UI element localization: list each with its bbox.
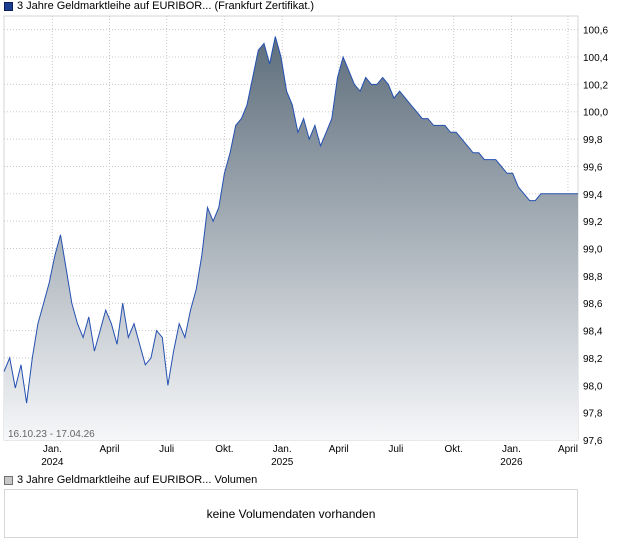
y-tick-label: 98,4 [583,327,603,338]
y-tick-label: 100,6 [583,26,608,37]
x-tick-label: Juli [159,444,174,455]
price-legend-label: 3 Jahre Geldmarktleihe auf EURIBOR... (F… [17,0,315,12]
x-tick-label: Jan. [502,444,521,455]
x-tick-label: April [329,444,349,455]
y-tick-label: 97,8 [583,409,603,420]
y-tick-label: 97,6 [583,436,603,447]
price-legend-swatch [4,2,13,11]
volume-empty-message: keine Volumendaten vorhanden [206,506,376,521]
price-chart: 97,6 97,8 98,0 98,2 98,4 98,6 98,8 99,0 99,2 99,4… [3,15,608,468]
volume-legend: 3 Jahre Geldmarktleihe auf EURIBOR... Vo… [4,474,257,487]
y-tick-label: 100,2 [583,80,608,91]
x-axis-labels: Jan. 2024 April Juli Okt. Jan. 2025 April Juli Ok… [41,444,578,468]
y-tick-label: 100,0 [583,108,608,119]
volume-panel: keine Volumendaten vorhanden [4,489,578,538]
x-year-label: 2024 [41,457,64,468]
y-tick-label: 100,4 [583,53,608,64]
y-tick-label: 98,2 [583,354,603,365]
price-area [4,36,578,440]
x-tick-label: Jan. [43,444,62,455]
x-tick-label: April [99,444,119,455]
y-tick-label: 98,8 [583,272,603,283]
y-tick-label: 99,6 [583,162,603,173]
x-tick-label: Okt. [215,444,233,455]
y-axis-labels: 97,6 97,8 98,0 98,2 98,4 98,6 98,8 99,0 99,2 99,4… [583,26,608,447]
x-tick-label: April [558,444,578,455]
price-legend: 3 Jahre Geldmarktleihe auf EURIBOR... (F… [4,0,314,13]
date-range-label: 16.10.23 - 17.04.26 [8,429,95,440]
volume-legend-label: 3 Jahre Geldmarktleihe auf EURIBOR... Vo… [17,474,258,486]
x-tick-label: Okt. [444,444,462,455]
y-tick-label: 99,8 [583,135,603,146]
x-year-label: 2025 [271,457,294,468]
x-tick-label: Jan. [273,444,292,455]
x-tick-label: Juli [388,444,403,455]
y-tick-label: 99,0 [583,245,603,256]
y-tick-label: 98,6 [583,299,603,310]
y-tick-label: 99,2 [583,217,603,228]
price-line [3,36,578,404]
y-tick-label: 98,0 [583,381,603,392]
volume-legend-swatch [4,476,13,485]
y-tick-label: 99,4 [583,190,603,201]
x-year-label: 2026 [500,457,523,468]
